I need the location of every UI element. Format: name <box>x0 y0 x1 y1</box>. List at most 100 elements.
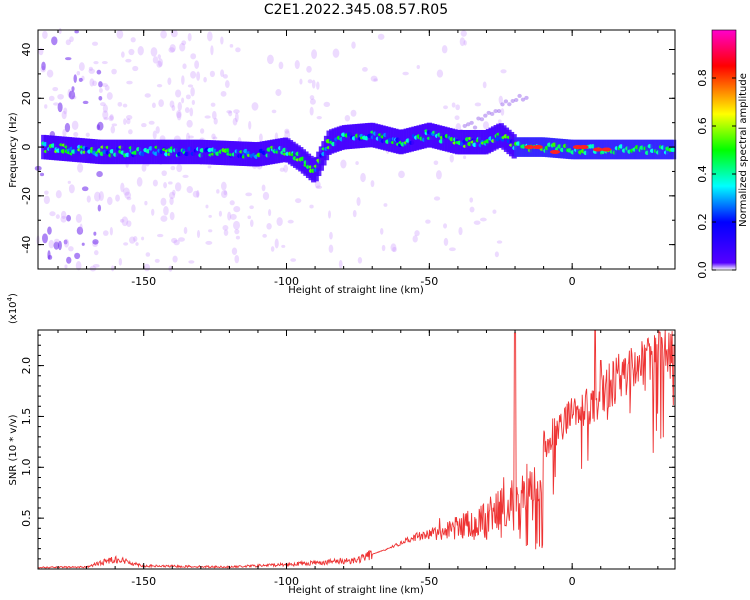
noise-speck <box>103 117 109 121</box>
noise-speck <box>181 40 187 46</box>
peak-spot <box>550 149 561 154</box>
colorbar-ticks: 0.0 0.2 0.4 0.6 0.8 <box>696 69 736 279</box>
noise-speck <box>235 235 240 240</box>
noise-speck <box>315 185 323 190</box>
peak-spot <box>578 145 589 150</box>
noise-speck <box>355 161 359 165</box>
noise-speck <box>77 163 84 173</box>
noise-speck <box>492 209 497 214</box>
noise-speck <box>49 211 56 217</box>
noise-speck <box>102 104 108 113</box>
noise-speck <box>279 167 285 172</box>
noise-speck <box>229 213 237 220</box>
noise-speck <box>479 217 487 222</box>
noise-speck <box>443 237 449 246</box>
peak-spot <box>592 147 603 152</box>
noise-speck <box>44 104 48 109</box>
noise-speck <box>57 102 63 113</box>
peak-spot <box>601 147 612 152</box>
noise-speck <box>270 246 275 252</box>
noise-speck <box>196 190 200 198</box>
noise-speck <box>196 71 201 81</box>
noise-speck <box>144 200 148 206</box>
noise-speck <box>150 47 158 57</box>
noise-speck <box>43 195 50 205</box>
noise-speck <box>357 256 363 264</box>
snr-panel: -150 -100 -50 0 0.5 1.0 1.5 2.0 Height of stra… <box>6 293 676 596</box>
noise-speck <box>116 29 124 39</box>
colorbar-label: Normalized spectral amplitude <box>738 73 749 227</box>
noise-speck <box>186 132 190 142</box>
noise-speck <box>71 86 75 92</box>
x-tick-label: -150 <box>131 575 156 588</box>
noise-speck <box>79 223 83 234</box>
y-tick-label: -40 <box>20 236 33 254</box>
noise-speck <box>75 213 83 223</box>
noise-speck <box>271 109 277 114</box>
noise-speck <box>234 254 240 264</box>
noise-speck <box>186 186 193 194</box>
noise-speck <box>443 223 448 229</box>
noise-speck <box>93 250 99 256</box>
noise-speck <box>85 132 90 138</box>
noise-speck <box>88 68 95 74</box>
noise-speck <box>65 57 72 61</box>
noise-speck <box>221 190 228 199</box>
noise-speck <box>92 239 99 245</box>
noise-speck <box>98 81 103 88</box>
noise-speck <box>171 104 176 111</box>
noise-speck <box>500 108 505 116</box>
noise-speck <box>235 47 241 53</box>
noise-speck <box>54 238 60 244</box>
noise-speck <box>102 230 109 236</box>
noise-speck <box>182 63 187 70</box>
noise-speck <box>169 100 175 108</box>
noise-speck <box>377 33 385 40</box>
noise-speck <box>460 30 467 37</box>
spectral-blob <box>489 111 495 116</box>
noise-speck <box>141 236 145 241</box>
noise-speck <box>177 101 182 111</box>
spectral-blob <box>472 125 478 130</box>
y-tick-label: -20 <box>20 187 33 205</box>
noise-speck <box>106 92 113 100</box>
noise-speck <box>299 78 303 85</box>
noise-speck <box>390 243 397 252</box>
noise-speck <box>47 226 52 235</box>
noise-speck <box>98 88 103 94</box>
noise-speck <box>63 107 68 115</box>
noise-speck <box>152 56 159 64</box>
noise-speck <box>133 236 138 242</box>
noise-speck <box>463 40 467 46</box>
noise-speck <box>362 67 368 72</box>
noise-speck <box>183 226 188 235</box>
noise-speck <box>233 109 240 114</box>
noise-speck <box>178 237 185 242</box>
x-tick-label: -50 <box>420 575 438 588</box>
noise-speck <box>131 204 136 213</box>
noise-speck <box>226 110 233 114</box>
noise-speck <box>104 85 110 91</box>
noise-speck <box>48 95 55 102</box>
noise-speck <box>224 80 230 88</box>
noise-speck <box>115 194 120 202</box>
noise-speck <box>111 123 118 127</box>
noise-speck <box>212 110 217 120</box>
noise-speck <box>329 231 333 240</box>
noise-speck <box>120 182 125 193</box>
x-tick-label: 0 <box>569 275 576 288</box>
spectrogram-panel: -150 -100 -50 0 -40 -20 0 20 40 Height of strai… <box>8 27 677 296</box>
noise-speck <box>207 31 213 42</box>
noise-speck <box>121 51 125 58</box>
noise-speck <box>122 103 128 108</box>
noise-speck <box>42 233 48 244</box>
noise-speck <box>92 263 100 268</box>
noise-speck <box>425 219 431 224</box>
noise-speck <box>169 191 176 200</box>
colorbar-tick-label: 0.8 <box>696 69 709 87</box>
noise-speck <box>245 192 253 197</box>
noise-speck <box>190 71 197 79</box>
noise-speck <box>125 115 133 120</box>
noise-speck <box>68 246 74 252</box>
noise-speck <box>97 121 104 131</box>
